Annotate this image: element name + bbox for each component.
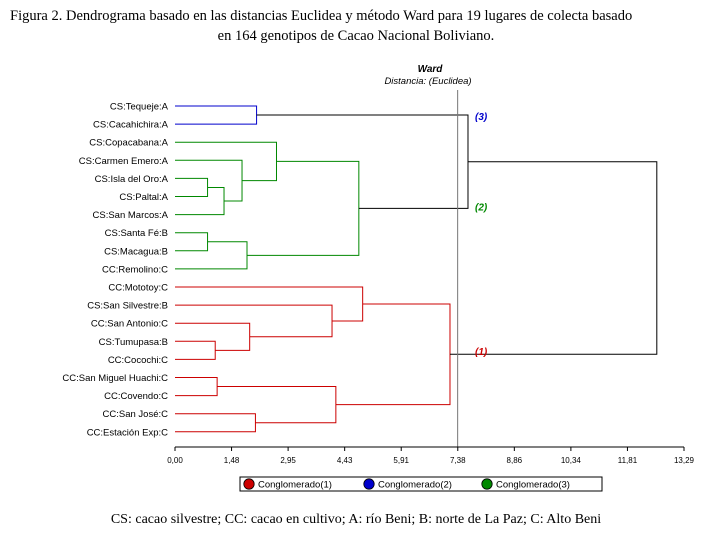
cluster-label: (3) — [475, 112, 488, 123]
legend-marker — [481, 478, 493, 490]
x-tick-label: 8,86 — [507, 456, 523, 465]
dendrogram-link — [175, 105, 258, 125]
leaf-label: CS:San Silvestre:B — [87, 301, 168, 312]
x-tick-label: 5,91 — [393, 456, 409, 465]
x-tick-label: 0,00 — [167, 456, 183, 465]
dendrogram-link — [175, 141, 277, 182]
dendrogram-link — [217, 386, 337, 424]
leaf-label: CC:Mototoy:C — [108, 283, 168, 294]
leaf-label: CC:San José:C — [103, 409, 169, 420]
legend: Conglomerado(1) Conglomerado(2) Conglomera… — [239, 476, 603, 492]
x-tick-label: 4,43 — [337, 456, 353, 465]
x-tick-label: 10,34 — [561, 456, 582, 465]
caption-line-2: en 164 genotipos de Cacao Nacional Boliv… — [217, 28, 495, 44]
leaf-label: CS:Santa Fé:B — [105, 228, 168, 239]
dendrogram-link — [247, 160, 360, 256]
dendrogram-link — [175, 322, 251, 351]
leaf-label: CC:Remolino:C — [102, 264, 168, 275]
chart-title: Ward — [418, 64, 444, 75]
x-tick-label: 7,38 — [450, 456, 466, 465]
legend-marker — [243, 478, 255, 490]
legend-label: Conglomerado(2) — [378, 480, 452, 491]
dendrogram-link — [335, 303, 451, 406]
group-labels: (3) (2) (1) — [475, 112, 488, 358]
cluster-label: (1) — [475, 347, 488, 358]
dendrogram-links — [175, 90, 658, 447]
leaf-labels: CS:Tequeje:A CS:Cacahichira:A CS:Copacaban… — [62, 102, 168, 439]
legend-marker — [363, 478, 375, 490]
leaf-label: CC:Cocochi:C — [108, 355, 168, 366]
caption-line-1: Figura 2. Dendrograma basado en las dist… — [10, 8, 633, 24]
dendrogram-link — [175, 232, 209, 252]
x-tick-label: 2,95 — [280, 456, 296, 465]
leaf-label: CS:Macagua:B — [104, 246, 168, 257]
leaf-label: CS:Carmen Emero:A — [79, 156, 169, 167]
dendrogram-link — [175, 413, 256, 433]
leaf-label: CS:Isla del Oro:A — [95, 174, 169, 185]
leaf-label: CS:Copacabana:A — [89, 138, 168, 149]
x-tick-label: 1,48 — [224, 456, 240, 465]
distance-label: Distancia: (Euclidea) — [384, 76, 471, 87]
footnote: CS: cacao silvestre; CC: cacao en cultiv… — [110, 512, 602, 527]
dendrogram-link — [175, 377, 218, 397]
x-tick-label: 11,81 — [618, 456, 638, 465]
cluster-label: (2) — [475, 202, 488, 213]
leaf-label: CS:Paltal:A — [119, 192, 168, 203]
dendrogram-link — [175, 304, 333, 338]
dendrogram-link — [175, 177, 209, 197]
dendrogram-link — [449, 161, 658, 355]
leaf-label: CC:Estación Exp:C — [87, 427, 168, 438]
dendrogram-link — [175, 340, 216, 360]
dendrogram-link — [175, 286, 364, 322]
legend-box — [239, 476, 603, 492]
leaf-label: CC:Covendo:C — [104, 391, 168, 402]
x-axis: 0,00 1,48 2,95 4,43 5,91 7,38 8,86 10,34 11,81 13… — [167, 446, 695, 465]
dendrogram-link — [175, 241, 248, 270]
leaf-label: CS:San Marcos:A — [93, 210, 169, 221]
leaf-label: CS:Cacahichira:A — [93, 120, 169, 131]
dendrogram-link — [175, 186, 225, 216]
x-tick-label: 13,29 — [674, 456, 695, 465]
legend-label: Conglomerado(1) — [258, 480, 332, 491]
leaf-label: CS:Tumupasa:B — [99, 337, 168, 348]
leaf-label: CC:San Antonio:C — [91, 319, 168, 330]
legend-label: Conglomerado(3) — [496, 480, 570, 491]
leaf-label: CS:Tequeje:A — [110, 102, 169, 113]
leaf-label: CC:San Miguel Huachi:C — [62, 373, 168, 384]
dendrogram-link — [175, 159, 243, 202]
